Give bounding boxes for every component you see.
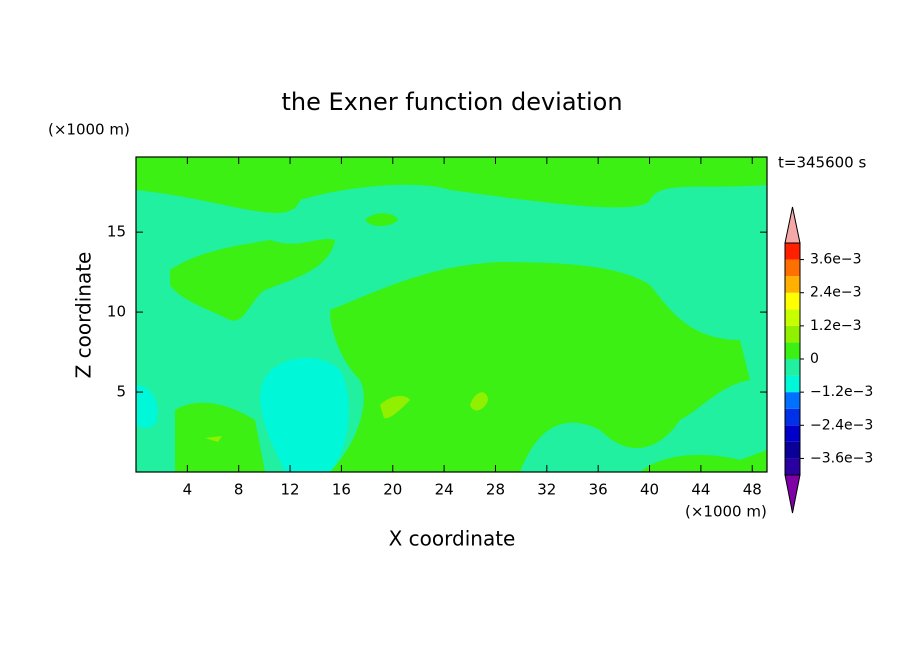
colorbar-segment [785, 375, 800, 393]
x-tick-label: 8 [234, 481, 244, 499]
colorbar-label: 0 [810, 351, 819, 367]
x-tick-label: 32 [537, 481, 556, 499]
colorbar-segment [785, 425, 800, 442]
colorbar-segment [785, 243, 800, 260]
contour-region [380, 395, 410, 419]
y-tick-label: 15 [107, 223, 126, 241]
y-tick-label: 5 [116, 383, 126, 401]
contour-region [470, 392, 488, 411]
contour-region [205, 436, 222, 442]
x-tick-label: 16 [332, 481, 351, 499]
contour-region [136, 385, 158, 429]
colorbar-segment [785, 359, 800, 376]
contour-region [330, 262, 750, 472]
colorbar-segment [785, 309, 800, 326]
contour-region [365, 213, 398, 226]
colorbar-label: 2.4e−3 [810, 285, 862, 301]
colorbar-under [784, 474, 801, 514]
colorbar-segment [785, 325, 800, 343]
colorbar-segment [785, 342, 800, 359]
contour-region [260, 358, 349, 472]
colorbar-label: 1.2e−3 [810, 318, 862, 334]
colorbar-segment [785, 408, 800, 426]
y-axis-label: Z coordinate [72, 252, 96, 379]
x-tick-label: 36 [589, 481, 608, 499]
plot-frame [135, 156, 768, 473]
colorbar-label: 3.6e−3 [810, 252, 862, 268]
colorbar-segment [785, 276, 800, 293]
colorbar-segment [785, 259, 800, 277]
x-tick-label: 20 [383, 481, 402, 499]
x-axis-label: X coordinate [389, 527, 516, 551]
x-tick-label: 28 [486, 481, 505, 499]
colorbar-segment [785, 292, 800, 310]
colorbar-segment [785, 458, 800, 475]
y-unit: (×1000 m) [48, 121, 130, 139]
x-tick-label: 4 [183, 481, 193, 499]
colorbar-segment [785, 392, 800, 409]
colorbar-label: −3.6e−3 [810, 450, 873, 466]
colorbar-label: −1.2e−3 [810, 384, 873, 400]
x-unit: (×1000 m) [685, 503, 767, 521]
chart-title: the Exner function deviation [281, 88, 622, 116]
colorbar-label: −2.4e−3 [810, 417, 873, 433]
contour-region [136, 157, 767, 213]
time-annotation: t=345600 s [778, 154, 866, 172]
x-tick-label: 24 [435, 481, 454, 499]
x-tick-label: 44 [691, 481, 710, 499]
contour-field [136, 157, 767, 472]
contour-region [640, 450, 767, 472]
y-tick-label: 10 [107, 303, 126, 321]
colorbar-over [784, 206, 801, 244]
x-tick-label: 12 [281, 481, 300, 499]
x-tick-label: 40 [640, 481, 659, 499]
x-tick-label: 48 [743, 481, 762, 499]
colorbar-segment [785, 441, 800, 459]
contour-region [170, 238, 335, 321]
